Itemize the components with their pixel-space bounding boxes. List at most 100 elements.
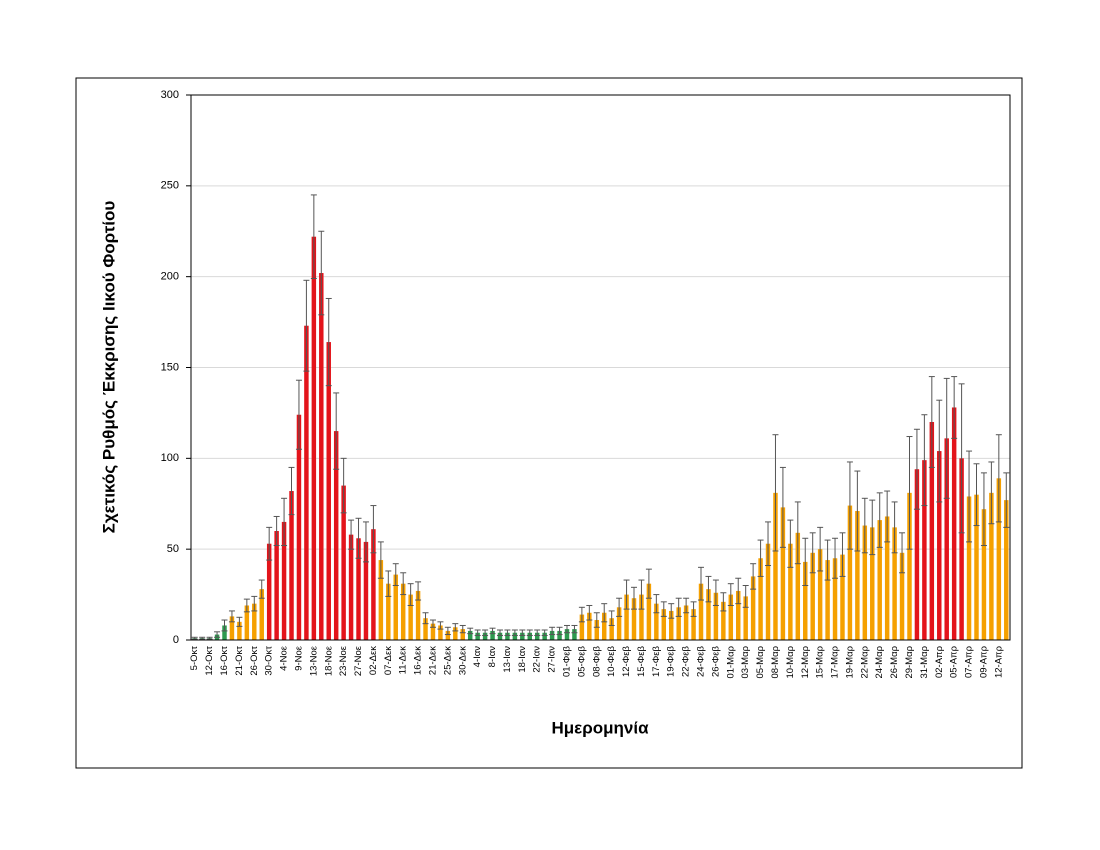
x-tick-label: 4-Ιαν — [472, 646, 483, 668]
x-tick-label: 01-Φεβ — [562, 645, 573, 677]
bar — [944, 438, 949, 640]
bar — [490, 630, 495, 640]
bar — [289, 491, 294, 640]
x-tick-label: 19-Μαρ — [844, 645, 855, 678]
bar — [989, 492, 994, 640]
bar — [453, 627, 458, 640]
x-tick-label: 02-Δεκ — [368, 646, 379, 675]
bar — [929, 422, 935, 640]
bar — [646, 583, 652, 640]
plot-frame — [190, 94, 1011, 641]
bar — [743, 596, 748, 640]
bar — [832, 558, 838, 640]
bar — [877, 520, 882, 640]
bar — [922, 460, 927, 640]
y-tick-label: 100 — [161, 452, 179, 464]
bar — [892, 527, 897, 640]
bar — [579, 614, 585, 640]
x-tick-label: 30-Οκτ — [264, 646, 275, 676]
x-tick-label: 27-Ιαν — [547, 646, 558, 673]
bar — [750, 576, 756, 640]
x-tick-label: 29-Μαρ — [904, 645, 915, 678]
x-tick-label: 26-Οκτ — [249, 646, 260, 676]
x-tick-label: 03-Μαρ — [740, 645, 751, 678]
x-tick-label: 24-Φεβ — [696, 645, 707, 677]
bar — [1004, 500, 1009, 640]
bar — [654, 603, 659, 640]
bar — [415, 590, 421, 640]
bar — [423, 618, 428, 640]
x-tick-label: 17-Φεβ — [651, 645, 662, 677]
bar — [482, 632, 488, 640]
bar — [475, 632, 480, 640]
x-tick-label: 18-Νοε — [323, 645, 334, 676]
bar — [855, 511, 860, 640]
bar — [348, 534, 354, 640]
bar — [609, 618, 614, 640]
bar — [266, 543, 272, 640]
x-tick-label: 07-Απρ — [964, 645, 975, 678]
bar — [304, 325, 309, 640]
bar — [601, 612, 607, 640]
chart-frame — [75, 77, 1023, 769]
bar — [222, 625, 227, 640]
bar — [795, 532, 801, 640]
x-tick-label: 16-Οκτ — [219, 646, 230, 676]
x-tick-label: 19-Φεβ — [666, 645, 677, 677]
y-tick-label: 200 — [161, 271, 179, 283]
bar — [460, 629, 465, 640]
y-tick-label: 150 — [161, 361, 179, 373]
bar — [497, 632, 503, 640]
x-tick-label: 05-Μαρ — [755, 645, 766, 678]
bar — [333, 431, 339, 640]
y-tick-label: 50 — [167, 543, 179, 555]
y-tick-label: 250 — [161, 180, 179, 192]
bar — [445, 630, 451, 640]
x-tick-label: 30-Δεκ — [457, 646, 468, 675]
bar — [281, 521, 287, 640]
bar — [467, 630, 473, 640]
bar — [341, 485, 346, 640]
bar — [631, 598, 637, 640]
bar — [683, 605, 689, 640]
x-tick-label: 22-Μαρ — [859, 645, 870, 678]
x-tick-label: 13-Νοε — [308, 645, 319, 676]
bar — [981, 509, 987, 640]
x-tick-label: 09-Απρ — [978, 645, 989, 678]
x-tick-label: 22-Ιαν — [532, 646, 543, 673]
bar — [430, 623, 436, 640]
x-tick-label: 05-Απρ — [949, 645, 960, 678]
bar — [966, 496, 972, 640]
bar — [899, 552, 905, 640]
bar — [825, 560, 830, 640]
x-tick-label: 15-Φεβ — [636, 645, 647, 677]
bar — [400, 583, 406, 640]
bar — [624, 594, 629, 640]
y-axis-title: Σχετικός Ρυθμός Έκκρισης Ιικού Φορτίου — [99, 201, 118, 534]
bar — [549, 630, 555, 640]
bar — [386, 583, 391, 640]
bar — [356, 538, 361, 640]
bar — [520, 632, 525, 640]
bar — [758, 558, 763, 640]
bar — [706, 589, 711, 640]
bar — [736, 590, 741, 640]
bar — [847, 505, 853, 640]
bar — [728, 594, 734, 640]
x-tick-label: 16-Δεκ — [413, 646, 424, 675]
x-tick-label: 15-Μαρ — [815, 645, 826, 678]
bar — [616, 607, 622, 640]
x-tick-label: 21-Οκτ — [234, 646, 245, 676]
x-tick-label: 10-Φεβ — [606, 645, 617, 677]
bar — [639, 594, 644, 640]
x-tick-label: 11-Δεκ — [398, 646, 409, 675]
bar — [319, 273, 324, 640]
x-tick-label: 08-Φεβ — [591, 645, 602, 677]
y-tick-label: 0 — [173, 634, 179, 646]
bar — [587, 612, 592, 640]
bar — [713, 592, 719, 640]
bar — [907, 492, 912, 640]
bar — [862, 525, 868, 640]
bar — [840, 554, 845, 640]
